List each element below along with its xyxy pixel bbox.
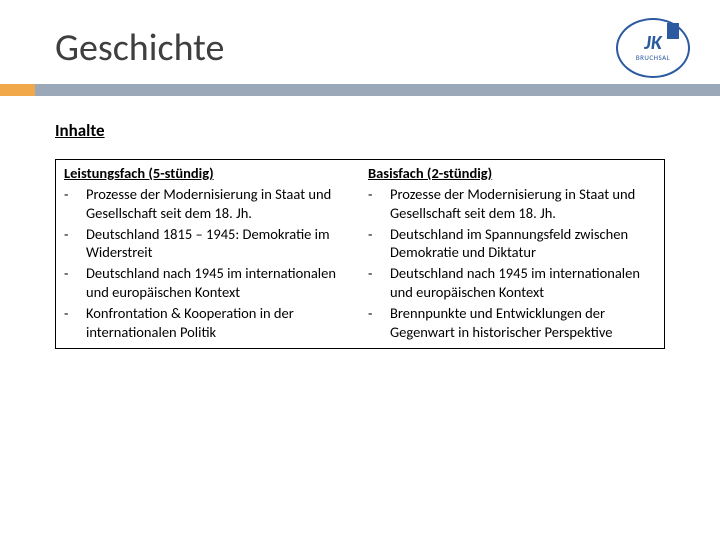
list-item: - Konfrontation & Kooperation in der int…	[64, 304, 352, 342]
bullet-text: Konfrontation & Kooperation in der inter…	[86, 304, 352, 342]
dash-icon: -	[64, 264, 86, 302]
school-logo: JK BRUCHSAL	[616, 18, 690, 78]
bullet-text: Deutschland nach 1945 im internationalen…	[390, 264, 656, 302]
logo-main-text: JK	[644, 35, 662, 51]
bullet-text: Deutschland 1815 – 1945: Demokratie im W…	[86, 225, 352, 263]
dash-icon: -	[368, 185, 390, 223]
dash-icon: -	[64, 304, 86, 342]
bullet-text: Deutschland im Spannungsfeld zwischen De…	[390, 225, 656, 263]
content-region: Inhalte Leistungsfach (5-stündig) - Proz…	[0, 96, 720, 349]
dash-icon: -	[64, 225, 86, 263]
comparison-table: Leistungsfach (5-stündig) - Prozesse der…	[55, 159, 665, 349]
bullet-text: Prozesse der Modernisierung in Staat und…	[86, 185, 352, 223]
list-item: - Brennpunkte und Entwicklungen der Gege…	[368, 304, 656, 342]
list-item: - Deutschland nach 1945 im international…	[368, 264, 656, 302]
bullet-text: Prozesse der Modernisierung in Staat und…	[390, 185, 656, 223]
logo-sub-text: BRUCHSAL	[636, 53, 670, 62]
column-basisfach: Basisfach (2-stündig) - Prozesse der Mod…	[360, 160, 664, 348]
page-title: Geschichte	[55, 25, 224, 71]
shield-icon	[667, 23, 679, 39]
dash-icon: -	[64, 185, 86, 223]
dash-icon: -	[368, 264, 390, 302]
column-header: Basisfach (2-stündig)	[368, 164, 656, 183]
accent-divider	[0, 84, 720, 96]
dash-icon: -	[368, 304, 390, 342]
list-item: - Prozesse der Modernisierung in Staat u…	[368, 185, 656, 223]
bullet-text: Brennpunkte und Entwicklungen der Gegenw…	[390, 304, 656, 342]
accent-line	[35, 84, 720, 96]
section-heading: Inhalte	[55, 120, 675, 141]
column-header: Leistungsfach (5-stündig)	[64, 164, 352, 183]
bullet-text: Deutschland nach 1945 im internationalen…	[86, 264, 352, 302]
accent-box	[0, 84, 35, 96]
list-item: - Deutschland nach 1945 im international…	[64, 264, 352, 302]
list-item: - Prozesse der Modernisierung in Staat u…	[64, 185, 352, 223]
title-row: Geschichte JK BRUCHSAL	[0, 0, 720, 84]
column-leistungsfach: Leistungsfach (5-stündig) - Prozesse der…	[56, 160, 360, 348]
list-item: - Deutschland 1815 – 1945: Demokratie im…	[64, 225, 352, 263]
dash-icon: -	[368, 225, 390, 263]
list-item: - Deutschland im Spannungsfeld zwischen …	[368, 225, 656, 263]
